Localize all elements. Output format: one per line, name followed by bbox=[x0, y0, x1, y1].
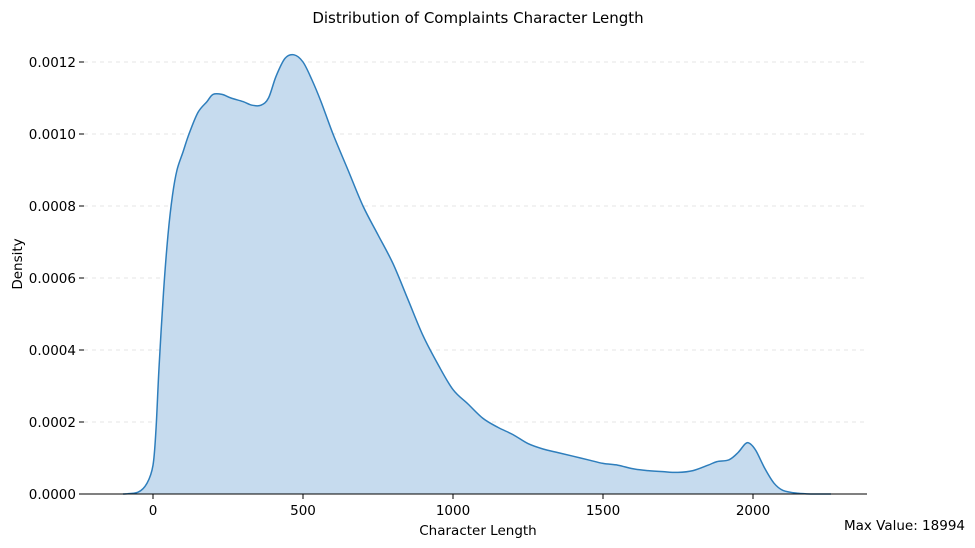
x-tick-label: 2000 bbox=[736, 503, 770, 519]
y-tick-label: 0.0000 bbox=[29, 487, 76, 503]
y-tick-label: 0.0004 bbox=[29, 343, 76, 359]
y-tick-label: 0.0002 bbox=[29, 415, 76, 431]
x-tick-label: 0 bbox=[149, 503, 158, 519]
x-tick-label: 1500 bbox=[586, 503, 620, 519]
x-axis-ticks: 0 500 1000 1500 2000 bbox=[149, 494, 770, 519]
density-curve-line bbox=[122, 53, 832, 495]
x-tick-label: 1000 bbox=[436, 503, 470, 519]
y-axis-label: Density bbox=[10, 238, 26, 289]
x-tick-label: 500 bbox=[290, 503, 316, 519]
y-tick-label: 0.0008 bbox=[29, 199, 76, 215]
y-tick-label: 0.0010 bbox=[29, 127, 76, 143]
density-area-fill bbox=[123, 54, 831, 495]
chart-title: Distribution of Complaints Character Len… bbox=[312, 9, 643, 27]
y-tick-label: 0.0006 bbox=[29, 271, 76, 287]
x-axis-label: Character Length bbox=[419, 523, 537, 539]
y-axis-ticks: 0.0000 0.0002 0.0004 0.0006 0.0008 0.0010 0.00… bbox=[29, 55, 84, 503]
plot-area bbox=[122, 53, 832, 495]
y-tick-label: 0.0012 bbox=[29, 55, 76, 71]
max-value-annotation: Max Value: 18994 bbox=[844, 518, 965, 534]
